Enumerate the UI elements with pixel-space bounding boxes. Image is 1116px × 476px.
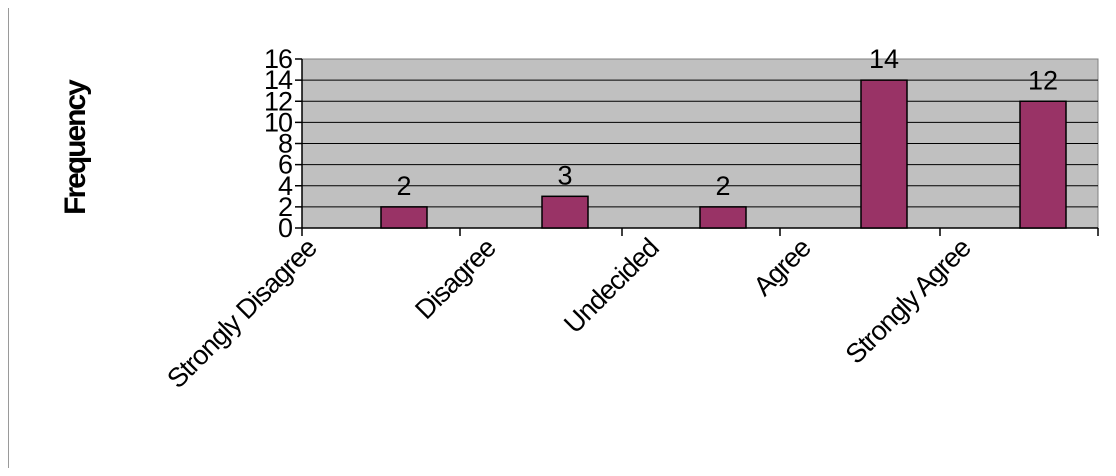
bar-strongly-disagree (380, 206, 428, 229)
x-category-label: Agree (748, 233, 817, 302)
data-label: 2 (396, 171, 411, 201)
bar-strongly-agree (1019, 100, 1067, 229)
y-tick-label: 6 (278, 150, 292, 180)
x-category-label: Undecided (558, 233, 664, 339)
y-tick-label: 8 (278, 129, 292, 159)
bar-undecided (699, 206, 747, 229)
y-tick-label: 14 (264, 65, 293, 95)
data-label: 14 (869, 44, 899, 74)
y-tick-label: 10 (264, 107, 292, 137)
y-tick-label: 4 (278, 171, 293, 201)
bar-agree (860, 79, 908, 229)
y-tick-label: 0 (278, 213, 292, 243)
y-tick-label: 2 (278, 192, 292, 222)
data-label: 3 (557, 160, 572, 190)
y-tick-label: 16 (264, 44, 292, 74)
x-category-label: Disagree (409, 233, 501, 325)
x-category-label: Strongly Agree (840, 233, 977, 370)
x-category-label: Strongly Disagree (161, 233, 322, 394)
data-label: 12 (1028, 65, 1058, 95)
y-tick-label: 12 (264, 86, 292, 116)
left-border-line (8, 8, 9, 468)
bar-disagree (541, 195, 589, 229)
data-label: 2 (715, 171, 730, 201)
